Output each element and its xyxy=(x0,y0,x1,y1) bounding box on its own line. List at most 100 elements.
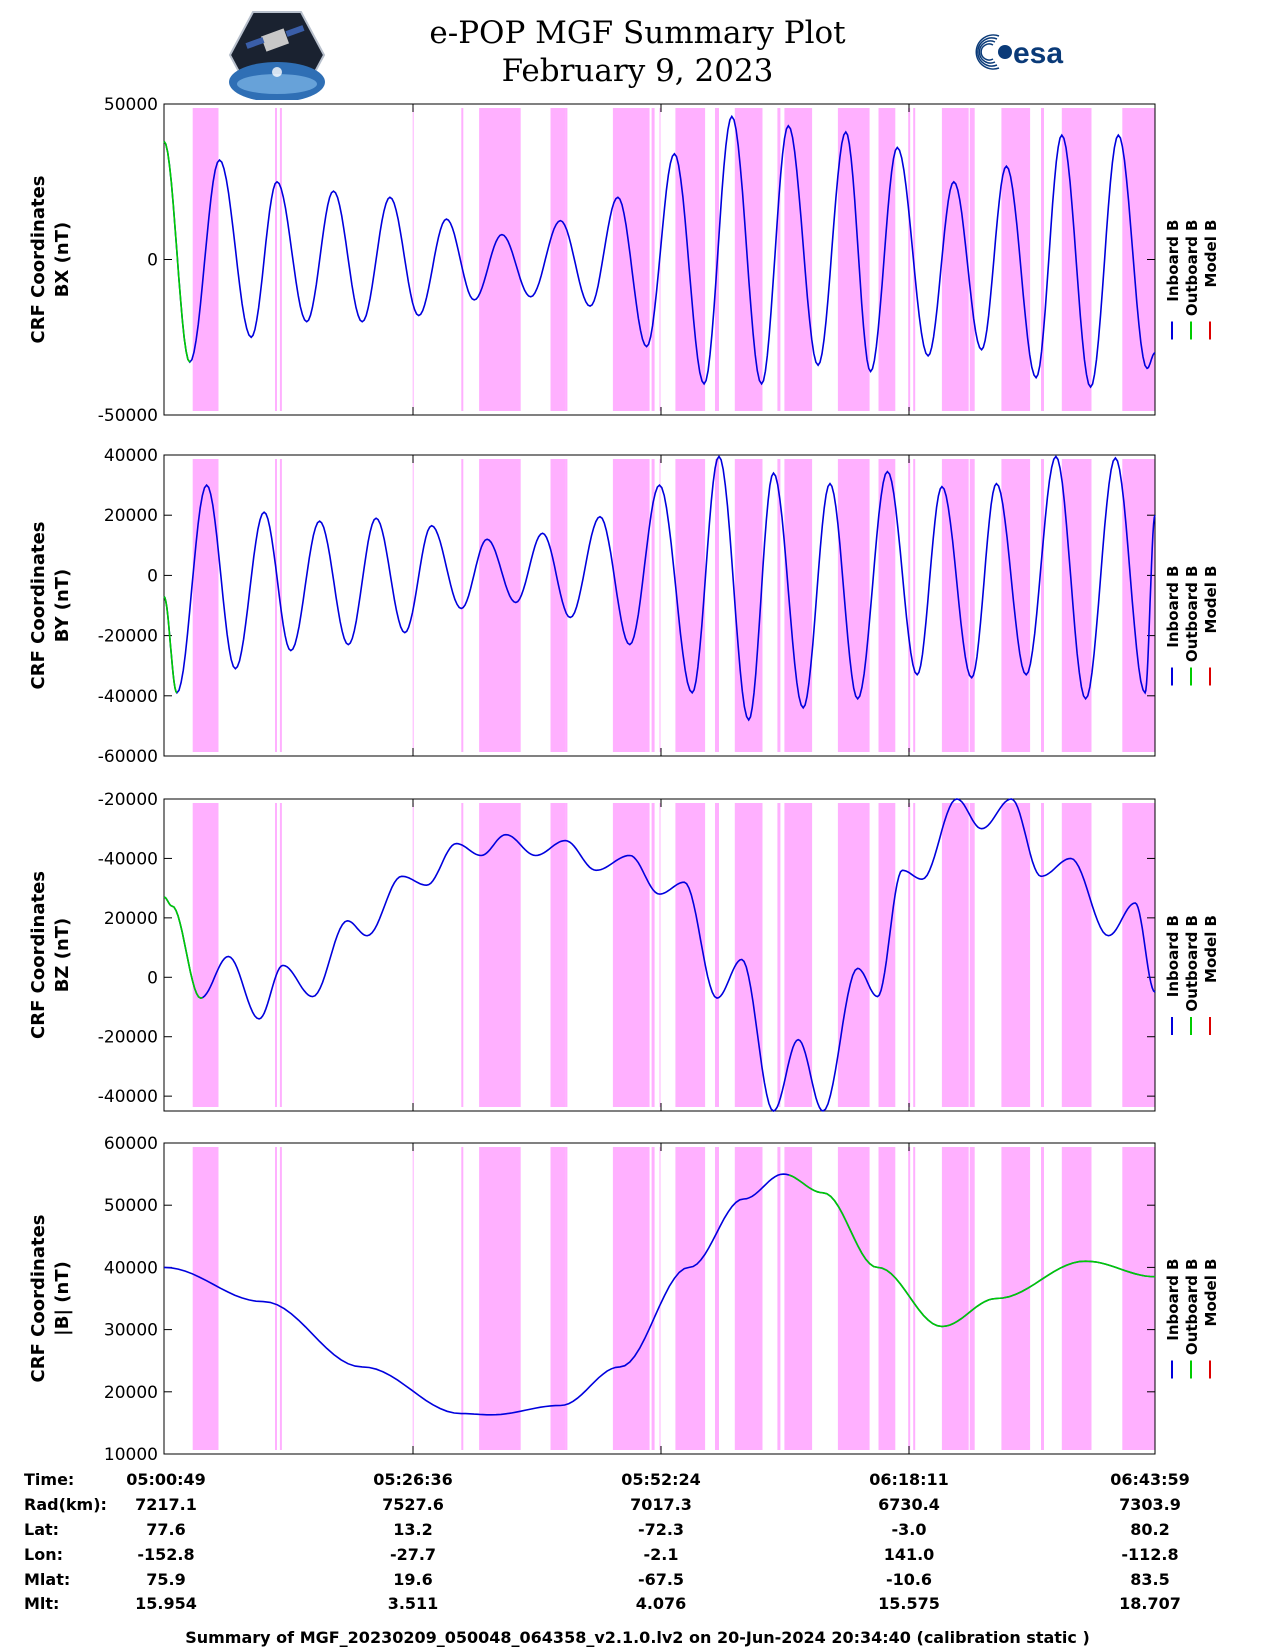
shaded-interval xyxy=(479,459,521,752)
legend-label: Outboard B xyxy=(1183,915,1201,1012)
y-tick-label: 60000 xyxy=(104,1134,158,1154)
shaded-interval xyxy=(565,1147,568,1450)
shaded-interval xyxy=(784,459,813,752)
legend-label: Inboard B xyxy=(1164,915,1182,997)
shaded-interval xyxy=(777,803,781,1107)
series-inboard-line xyxy=(163,114,1156,389)
legend-label: Outboard B xyxy=(1183,566,1201,663)
footer-summary: Summary of MGF_20230209_050048_064358_v2… xyxy=(185,1628,1090,1647)
shaded-interval xyxy=(913,803,916,1107)
esa-logo: esa xyxy=(975,34,1063,70)
y-tick-label: 30000 xyxy=(104,1321,158,1341)
shaded-interval xyxy=(279,108,282,411)
shaded-interval xyxy=(1122,803,1155,1107)
shaded-interval xyxy=(1041,108,1044,411)
shaded-interval xyxy=(715,803,719,1107)
shaded-interval xyxy=(550,1147,566,1450)
shaded-interval xyxy=(192,459,219,752)
svg-text:esa: esa xyxy=(1013,37,1063,70)
shaded-interval xyxy=(777,1147,781,1450)
shaded-interval xyxy=(1001,459,1031,752)
y-axis-unit: BZ (nT) xyxy=(52,918,73,993)
y-tick-label: 40000 xyxy=(104,446,158,466)
y-tick-label: 40000 xyxy=(104,1258,158,1278)
y-tick-label: -40000 xyxy=(98,687,158,707)
shaded-interval xyxy=(1122,1147,1155,1450)
shaded-interval xyxy=(275,108,277,411)
shaded-interval xyxy=(275,803,277,1107)
y-tick-label: -40000 xyxy=(98,1087,158,1107)
shaded-interval xyxy=(279,803,282,1107)
y-axis-title: CRF Coordinates xyxy=(28,522,49,690)
shaded-interval xyxy=(675,459,706,752)
legend-label: Model B xyxy=(1202,566,1220,634)
shaded-interval xyxy=(675,803,706,1107)
shaded-interval xyxy=(1061,459,1092,752)
shaded-interval xyxy=(941,1147,969,1450)
shaded-interval xyxy=(908,108,911,411)
shaded-interval xyxy=(1061,803,1092,1107)
shaded-interval xyxy=(461,459,464,752)
shaded-interval xyxy=(651,803,655,1107)
shaded-interval xyxy=(675,1147,706,1450)
shaded-interval xyxy=(461,108,464,411)
y-tick-label: 50000 xyxy=(104,95,158,115)
shaded-interval xyxy=(192,1147,219,1450)
shaded-interval xyxy=(969,459,975,752)
y-tick-label: 20000 xyxy=(104,1383,158,1403)
y-tick-label: -60000 xyxy=(98,747,158,767)
legend-label: Model B xyxy=(1202,1259,1220,1327)
y-tick-label: 20000 xyxy=(104,506,158,526)
legend-label: Outboard B xyxy=(1183,220,1201,317)
y-axis-title: CRF Coordinates xyxy=(28,871,49,1039)
shaded-interval xyxy=(659,459,661,752)
y-tick-label: 0 xyxy=(147,968,158,988)
shaded-interval xyxy=(565,108,568,411)
y-tick-label: 50000 xyxy=(104,1196,158,1216)
shaded-interval xyxy=(878,1147,896,1450)
series-inboard-line xyxy=(163,455,1156,722)
shaded-interval xyxy=(1061,1147,1092,1450)
shaded-interval xyxy=(651,459,655,752)
series-outboard-line xyxy=(163,896,203,999)
shaded-interval xyxy=(1041,459,1044,752)
cassiope-logo xyxy=(228,11,326,100)
shaded-interval xyxy=(715,1147,719,1450)
shaded-interval xyxy=(612,1147,650,1450)
shaded-interval xyxy=(651,108,655,411)
shaded-interval xyxy=(1001,108,1031,411)
shaded-interval xyxy=(913,459,916,752)
shaded-interval xyxy=(715,459,719,752)
legend-label: Inboard B xyxy=(1164,1259,1182,1341)
y-tick-label: 0 xyxy=(147,251,158,271)
shaded-interval xyxy=(784,1147,813,1450)
y-tick-label: 0 xyxy=(147,566,158,586)
y-tick-label: -40000 xyxy=(98,849,158,869)
y-tick-label: -50000 xyxy=(98,406,158,426)
shaded-interval xyxy=(837,108,870,411)
y-tick-label: 20000 xyxy=(104,909,158,929)
legend-label: Outboard B xyxy=(1183,1259,1201,1356)
shaded-interval xyxy=(659,1147,661,1450)
shaded-interval xyxy=(837,459,870,752)
shaded-interval xyxy=(479,803,521,1107)
shaded-interval xyxy=(908,459,911,752)
y-tick-label: -20000 xyxy=(98,790,158,810)
shaded-interval xyxy=(412,108,414,411)
y-axis-title: CRF Coordinates xyxy=(28,176,49,344)
series-outboard-line xyxy=(788,1174,1156,1328)
shaded-interval xyxy=(784,803,813,1107)
shaded-interval xyxy=(461,803,464,1107)
y-axis-unit: BX (nT) xyxy=(52,222,73,297)
plot-frame xyxy=(163,798,1156,1112)
legend-label: Model B xyxy=(1202,220,1220,288)
shaded-interval xyxy=(837,803,870,1107)
shaded-interval xyxy=(612,803,650,1107)
shaded-interval xyxy=(461,1147,464,1450)
page-subtitle-date: February 9, 2023 xyxy=(501,53,774,89)
shaded-interval xyxy=(777,459,781,752)
shaded-interval xyxy=(1041,803,1044,1107)
shaded-interval xyxy=(1001,1147,1031,1450)
y-tick-label: -20000 xyxy=(98,1028,158,1048)
